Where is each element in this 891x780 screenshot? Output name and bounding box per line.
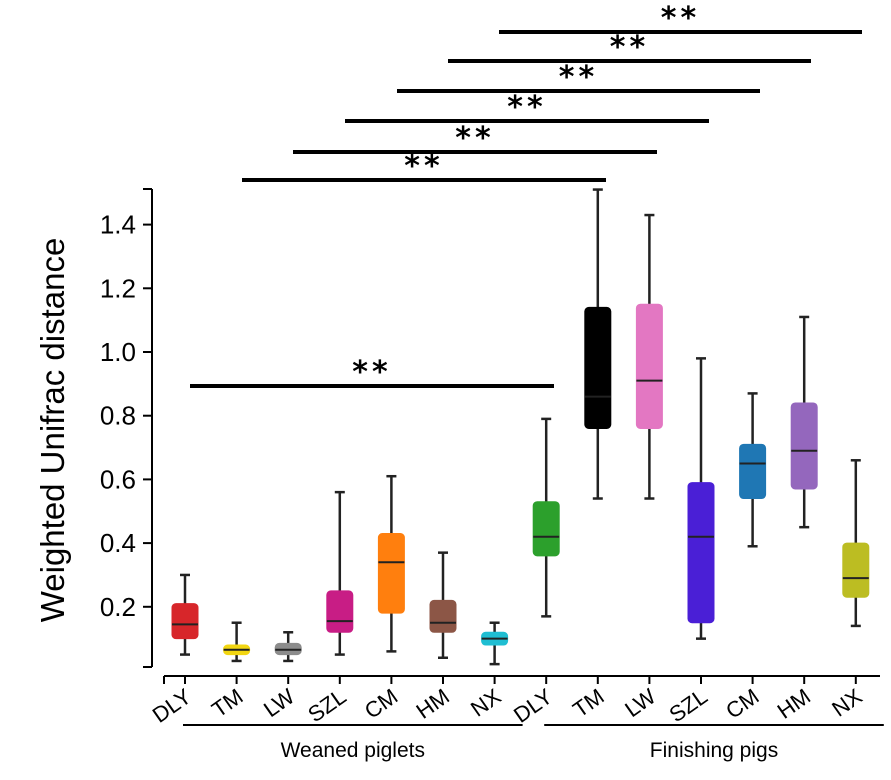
x-tick-label: SZL [664, 684, 711, 728]
box-weaned-piglets-lw [274, 631, 302, 663]
box-body [687, 482, 715, 624]
box-finishing-pigs-dly [532, 417, 560, 618]
box-finishing-pigs-tm [584, 188, 612, 500]
box-finishing-pigs-nx [842, 459, 870, 628]
x-tick-label: LW [620, 683, 660, 722]
box-weaned-piglets-tm [223, 621, 251, 663]
x-tick-label: CM [360, 684, 402, 724]
group-label: Finishing pigs [650, 739, 778, 762]
box-body [532, 501, 560, 557]
y-tick-label: 1.4 [100, 210, 136, 240]
significance-label: ** [404, 149, 443, 184]
box-body [377, 533, 405, 614]
y-axis-label: Weighted Unifrac distance [34, 238, 71, 623]
x-tick-label: TM [207, 684, 247, 723]
boxes [171, 188, 870, 666]
box-body [790, 402, 818, 490]
x-tick-label: HM [773, 684, 815, 724]
box-body [739, 443, 767, 500]
x-tick-label: SZL [303, 684, 350, 728]
x-tick-label: CM [721, 684, 763, 724]
group-labels: Weaned piglets Finishing pigs [183, 724, 884, 762]
box-body [584, 306, 612, 429]
x-tick-label: NX [827, 683, 867, 721]
significance-label: ** [661, 1, 700, 36]
box-weaned-piglets-cm [377, 474, 405, 653]
significance-label: ** [507, 90, 546, 125]
y-tick-label: 0.4 [100, 528, 136, 558]
significance-label: ** [352, 355, 391, 390]
y-tick-label: 0.2 [100, 592, 136, 622]
box-weaned-piglets-hm [429, 551, 457, 660]
significance-bars: ** ** ** ** ** ** ** [190, 1, 862, 390]
group-label: Weaned piglets [281, 739, 425, 762]
box-finishing-pigs-hm [790, 315, 818, 529]
x-tick-label: NX [466, 683, 506, 721]
significance-label: ** [559, 60, 598, 95]
box-weaned-piglets-nx [481, 621, 509, 666]
y-tick-label: 1.2 [100, 273, 136, 303]
significance-label: ** [455, 121, 494, 156]
x-ticks: DLY TM LW SZL CM HM NX DLY TM LW SZL CM HM NX [148, 676, 867, 728]
box-weaned-piglets-dly [171, 573, 199, 656]
box-body [326, 590, 354, 633]
box-body [635, 303, 663, 429]
box-body [171, 603, 199, 640]
y-ticks: 0.2 0.4 0.6 0.8 1.0 1.2 1.4 [100, 188, 152, 668]
x-tick-label: LW [259, 683, 299, 722]
x-tick-label: TM [568, 684, 608, 723]
x-tick-label: DLY [509, 683, 557, 727]
y-tick-label: 0.8 [100, 401, 136, 431]
box-body [842, 542, 870, 598]
y-tick-label: 0.6 [100, 464, 136, 494]
box-weaned-piglets-szl [326, 490, 354, 656]
box-body [429, 599, 457, 633]
y-tick-label: 1.0 [100, 337, 136, 367]
x-tick-label: HM [411, 684, 453, 724]
box-finishing-pigs-szl [687, 357, 715, 640]
significance-label: ** [610, 30, 649, 65]
x-tick-label: DLY [148, 683, 196, 727]
box-finishing-pigs-lw [635, 213, 663, 500]
box-finishing-pigs-cm [739, 392, 767, 548]
